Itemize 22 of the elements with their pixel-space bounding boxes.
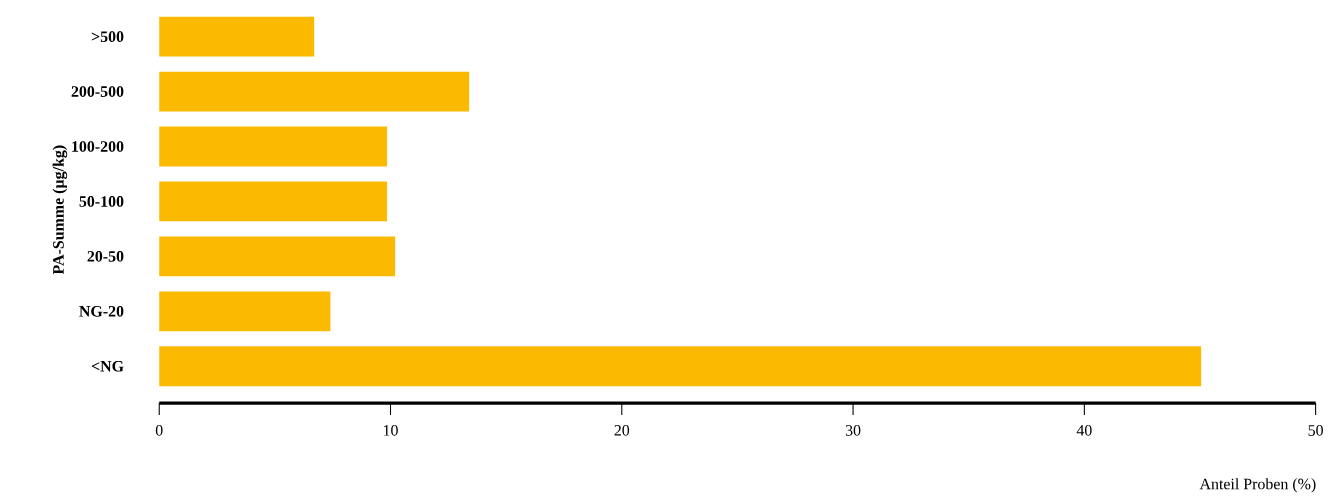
y-tick-label: 20-50 [87, 251, 124, 262]
y-tick-label: <NG [91, 361, 124, 372]
x-tick-label: 0 [155, 425, 163, 436]
y-tick-label: 50-100 [79, 196, 124, 208]
bar [159, 291, 331, 332]
y-tick-label: >500 [91, 31, 124, 43]
bar [159, 181, 388, 222]
x-axis-title: Anteil Proben (%) [1199, 478, 1316, 493]
x-tick-label: 40 [1076, 425, 1092, 436]
x-tick-label: 10 [383, 425, 398, 436]
y-tick-label: 200-500 [71, 86, 124, 98]
y-tick-label: 100-200 [72, 141, 124, 153]
bar [159, 16, 315, 57]
x-tick-label: 20 [614, 425, 630, 436]
bar [159, 71, 470, 112]
bar [159, 236, 396, 277]
bar [159, 346, 1202, 387]
x-tick-label: 50 [1308, 425, 1323, 436]
y-axis-title: PA-Summe (µg/kg) [52, 145, 68, 275]
x-tick-label: 30 [845, 425, 861, 436]
bar [159, 126, 388, 167]
y-tick-label: NG-20 [79, 306, 124, 317]
